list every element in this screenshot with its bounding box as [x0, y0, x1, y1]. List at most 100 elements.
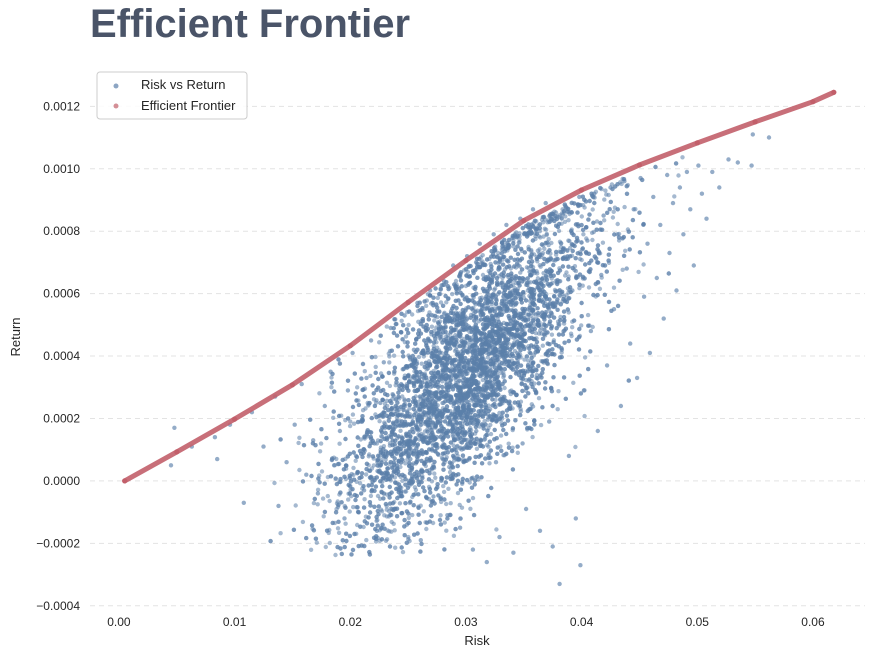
scatter-point — [379, 537, 385, 542]
scatter-point — [511, 241, 516, 246]
scatter-point — [348, 419, 353, 424]
scatter-point — [581, 232, 586, 237]
scatter-point — [458, 516, 463, 521]
scatter-point — [672, 194, 677, 199]
scatter-point — [579, 323, 584, 328]
scatter-point — [470, 495, 476, 501]
scatter-point — [433, 336, 438, 341]
scatter-point — [350, 404, 356, 410]
scatter-point — [379, 434, 384, 439]
scatter-point — [448, 400, 453, 405]
scatter-point — [586, 285, 592, 290]
scatter-point — [441, 483, 446, 489]
scatter-point — [570, 265, 575, 271]
scatter-point — [499, 281, 504, 286]
scatter-point — [494, 436, 499, 441]
scatter-point — [384, 380, 390, 385]
scatter-point — [501, 375, 506, 380]
scatter-point — [364, 461, 370, 466]
scatter-point — [595, 243, 601, 248]
scatter-point — [460, 453, 466, 458]
scatter-point — [345, 416, 351, 421]
scatter-point — [293, 503, 298, 508]
scatter-point — [590, 237, 595, 243]
scatter-point — [360, 408, 366, 413]
scatter-point — [495, 445, 500, 450]
scatter-point — [367, 444, 372, 449]
scatter-point — [577, 282, 582, 287]
scatter-point — [468, 506, 473, 511]
scatter-point — [501, 370, 506, 376]
scatter-point — [561, 314, 567, 320]
scatter-point — [611, 285, 617, 290]
scatter-point — [544, 277, 550, 282]
scatter-point — [577, 286, 582, 291]
scatter-point — [343, 521, 348, 526]
scatter-point — [575, 210, 580, 215]
scatter-point — [373, 364, 378, 370]
scatter-point — [392, 317, 397, 322]
scatter-point — [566, 238, 571, 243]
scatter-point — [367, 400, 372, 406]
scatter-point — [331, 409, 336, 414]
scatter-point — [522, 250, 527, 255]
scatter-point — [378, 496, 383, 501]
scatter-point — [478, 443, 484, 448]
scatter-point — [529, 264, 534, 269]
scatter-point — [558, 302, 563, 307]
scatter-point — [432, 318, 437, 323]
scatter-point — [442, 520, 447, 525]
scatter-point — [550, 403, 555, 409]
scatter-point — [430, 520, 436, 526]
scatter-point — [445, 333, 451, 338]
scatter-point — [475, 275, 480, 280]
scatter-point — [489, 485, 494, 491]
scatter-point — [353, 458, 358, 463]
scatter-point — [340, 457, 345, 463]
scatter-point — [602, 218, 607, 223]
scatter-point — [510, 426, 516, 431]
scatter-point — [443, 457, 448, 462]
scatter-point — [518, 363, 524, 368]
scatter-point — [504, 431, 509, 437]
scatter-point — [482, 437, 487, 442]
scatter-point — [336, 357, 341, 362]
scatter-point — [457, 446, 463, 451]
scatter-point — [564, 270, 569, 275]
scatter-point — [474, 291, 479, 296]
scatter-point — [329, 380, 335, 385]
scatter-point — [561, 321, 567, 326]
scatter-point — [367, 452, 372, 457]
scatter-point — [416, 354, 422, 360]
scatter-point — [555, 407, 560, 412]
scatter-point — [543, 273, 549, 279]
scatter-point — [389, 519, 394, 525]
scatter-point — [382, 420, 387, 425]
scatter-point — [329, 375, 334, 380]
scatter-point — [504, 413, 510, 418]
scatter-point — [541, 261, 546, 267]
scatter-point — [455, 490, 461, 496]
scatter-point — [429, 329, 434, 335]
scatter-point — [432, 459, 437, 465]
scatter-point — [405, 344, 410, 349]
scatter-point — [309, 523, 315, 528]
scatter-point — [574, 275, 579, 281]
scatter-point — [513, 418, 518, 423]
scatter-point — [331, 415, 336, 420]
scatter-point — [334, 456, 339, 462]
scatter-point — [548, 310, 554, 315]
scatter-point — [454, 482, 459, 487]
scatter-point — [437, 335, 443, 341]
scatter-point — [399, 318, 404, 323]
scatter-point — [367, 500, 373, 505]
scatter-point — [579, 240, 584, 245]
scatter-point — [515, 450, 520, 455]
scatter-point — [594, 219, 600, 224]
scatter-point — [471, 512, 477, 518]
scatter-point — [308, 547, 314, 552]
scatter-point — [369, 522, 375, 527]
scatter-point — [428, 503, 434, 508]
scatter-point — [380, 483, 385, 489]
